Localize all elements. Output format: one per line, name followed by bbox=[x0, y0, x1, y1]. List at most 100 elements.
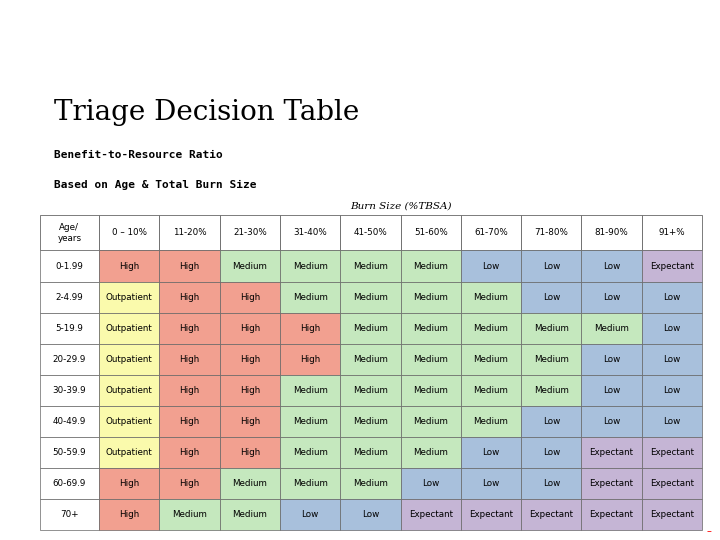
Bar bbox=[461, 375, 521, 406]
Bar bbox=[341, 499, 400, 530]
Text: High: High bbox=[300, 323, 320, 333]
Bar bbox=[341, 344, 400, 375]
Text: –: – bbox=[706, 525, 711, 536]
Text: Medium: Medium bbox=[594, 323, 629, 333]
Text: Low: Low bbox=[482, 261, 500, 271]
Text: 60-69.9: 60-69.9 bbox=[53, 479, 86, 488]
Text: Expectant: Expectant bbox=[590, 510, 634, 519]
Bar bbox=[400, 406, 461, 437]
Bar bbox=[160, 344, 220, 375]
Bar bbox=[461, 499, 521, 530]
Bar bbox=[220, 375, 280, 406]
Bar bbox=[461, 406, 521, 437]
Bar bbox=[341, 215, 400, 251]
Bar bbox=[521, 344, 582, 375]
Text: 70+: 70+ bbox=[60, 510, 78, 519]
Bar bbox=[582, 281, 642, 313]
Text: Medium: Medium bbox=[353, 323, 388, 333]
Bar bbox=[642, 499, 702, 530]
Text: 30-39.9: 30-39.9 bbox=[53, 386, 86, 395]
Bar bbox=[461, 251, 521, 281]
Bar bbox=[521, 215, 582, 251]
Bar bbox=[99, 499, 160, 530]
Text: 71-80%: 71-80% bbox=[534, 228, 568, 238]
Text: Medium: Medium bbox=[413, 417, 448, 426]
Text: Outpatient: Outpatient bbox=[106, 417, 153, 426]
Text: Low: Low bbox=[543, 479, 560, 488]
Text: High: High bbox=[179, 293, 199, 302]
Text: Medium: Medium bbox=[172, 510, 207, 519]
Bar bbox=[40, 499, 99, 530]
Bar bbox=[160, 215, 220, 251]
Text: 91+%: 91+% bbox=[659, 228, 685, 238]
Text: Low: Low bbox=[603, 417, 620, 426]
Text: Medium: Medium bbox=[534, 323, 569, 333]
Bar bbox=[99, 468, 160, 499]
Bar bbox=[160, 468, 220, 499]
Bar bbox=[160, 499, 220, 530]
Text: High: High bbox=[300, 355, 320, 364]
Bar bbox=[461, 313, 521, 344]
Bar bbox=[400, 344, 461, 375]
Text: Outpatient: Outpatient bbox=[106, 293, 153, 302]
Text: Triage Decision Table: Triage Decision Table bbox=[54, 99, 359, 126]
Text: Low: Low bbox=[603, 386, 620, 395]
Text: 20-29.9: 20-29.9 bbox=[53, 355, 86, 364]
Bar bbox=[280, 313, 341, 344]
Bar bbox=[280, 499, 341, 530]
Bar bbox=[40, 281, 99, 313]
Text: Medium: Medium bbox=[474, 386, 508, 395]
Bar bbox=[521, 406, 582, 437]
Bar bbox=[400, 251, 461, 281]
Text: 51-60%: 51-60% bbox=[414, 228, 448, 238]
Text: 40-49.9: 40-49.9 bbox=[53, 417, 86, 426]
Bar bbox=[160, 251, 220, 281]
Bar bbox=[400, 281, 461, 313]
Bar bbox=[461, 281, 521, 313]
Text: High: High bbox=[179, 355, 199, 364]
Text: Benefit-to-Resource Ratio: Benefit-to-Resource Ratio bbox=[54, 150, 222, 160]
Bar bbox=[642, 313, 702, 344]
Text: Medium: Medium bbox=[353, 355, 388, 364]
Text: Medium: Medium bbox=[293, 386, 328, 395]
Bar bbox=[40, 406, 99, 437]
Text: Medium: Medium bbox=[293, 417, 328, 426]
Text: Medium: Medium bbox=[233, 510, 267, 519]
Bar bbox=[461, 437, 521, 468]
Bar bbox=[400, 375, 461, 406]
Bar bbox=[280, 406, 341, 437]
Bar bbox=[220, 215, 280, 251]
Bar bbox=[160, 281, 220, 313]
Bar bbox=[341, 281, 400, 313]
Text: Medium: Medium bbox=[353, 386, 388, 395]
Bar bbox=[99, 344, 160, 375]
Bar bbox=[642, 344, 702, 375]
Text: Low: Low bbox=[663, 355, 680, 364]
Bar bbox=[280, 281, 341, 313]
Bar bbox=[341, 251, 400, 281]
Text: Low: Low bbox=[543, 261, 560, 271]
Bar bbox=[280, 375, 341, 406]
Bar bbox=[40, 251, 99, 281]
Text: Low: Low bbox=[482, 479, 500, 488]
Text: Medium: Medium bbox=[474, 355, 508, 364]
Text: Medium: Medium bbox=[474, 417, 508, 426]
Text: Low: Low bbox=[362, 510, 379, 519]
Text: Low: Low bbox=[302, 510, 319, 519]
Text: Medium: Medium bbox=[353, 448, 388, 457]
Text: High: High bbox=[120, 479, 140, 488]
Bar bbox=[400, 468, 461, 499]
Bar bbox=[400, 215, 461, 251]
Text: Medium: Medium bbox=[293, 293, 328, 302]
Bar bbox=[461, 215, 521, 251]
Text: Low: Low bbox=[663, 323, 680, 333]
Bar bbox=[220, 468, 280, 499]
Bar bbox=[582, 437, 642, 468]
Text: Medium: Medium bbox=[534, 355, 569, 364]
Text: High: High bbox=[240, 323, 260, 333]
Text: Expectant: Expectant bbox=[650, 479, 694, 488]
Bar bbox=[642, 215, 702, 251]
Bar bbox=[461, 344, 521, 375]
Bar bbox=[99, 313, 160, 344]
Text: Medium: Medium bbox=[474, 323, 508, 333]
